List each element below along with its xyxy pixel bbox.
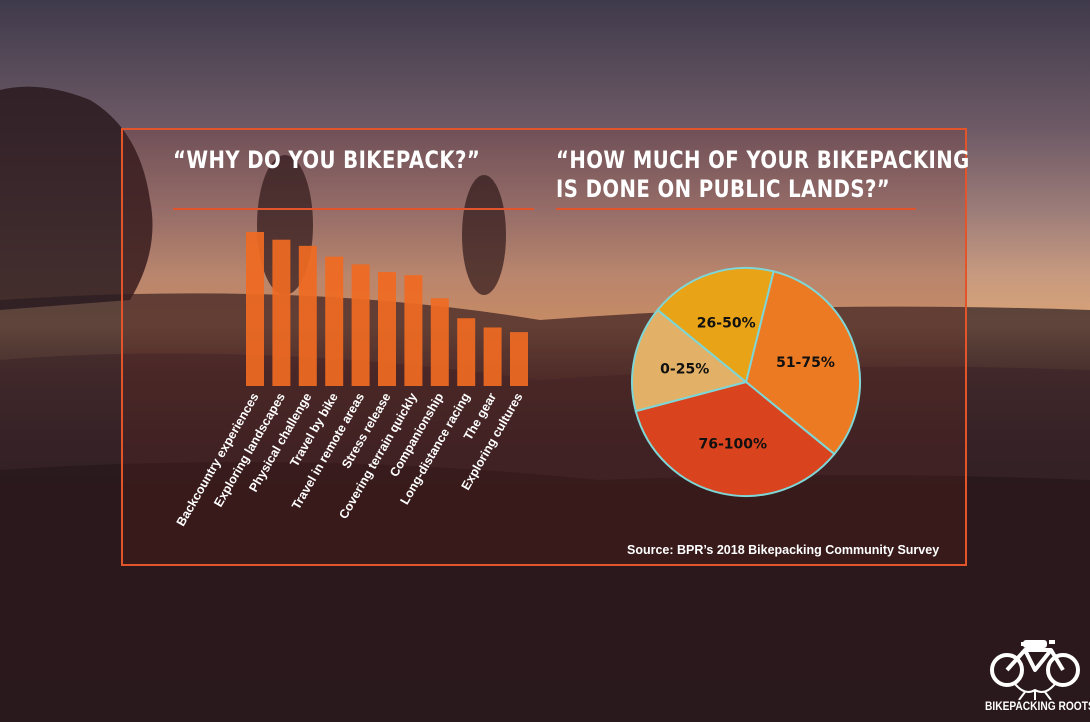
pie-label-1: 76-100%	[698, 436, 767, 452]
bar-0	[246, 232, 264, 386]
source-note: Source: BPR’s 2018 Bikepacking Community…	[627, 543, 940, 557]
bar-8	[457, 318, 476, 386]
pie-label-2: 0-25%	[660, 362, 709, 378]
pie-slice-2	[631, 308, 749, 413]
bar-title-rule	[173, 208, 534, 210]
logo-text: BIKEPACKING ROOTS	[985, 699, 1090, 713]
bar-4	[351, 264, 370, 386]
pie-title-rule	[556, 208, 916, 210]
bar-3	[325, 256, 344, 386]
pie-label-3: 26-50%	[697, 316, 756, 332]
bar-1	[272, 239, 291, 386]
bar-5	[378, 272, 396, 386]
pie-label-0: 51-75%	[776, 355, 835, 371]
pie-chart-title-line1: “HOW MUCH OF YOUR BIKEPACKING	[556, 146, 970, 174]
pie-slice-1	[634, 380, 836, 497]
bar-2	[298, 245, 317, 386]
pie-slice-0	[744, 270, 861, 456]
bikepacking-roots-logo	[985, 632, 1085, 717]
bar-chart-title: “WHY DO YOU BIKEPACK?”	[173, 146, 481, 174]
pie-slice-3	[656, 267, 775, 384]
bar-7	[430, 298, 449, 386]
bike-icon	[990, 640, 1080, 701]
bar-6	[404, 275, 423, 386]
bar-9	[483, 327, 502, 386]
bar-10	[510, 332, 528, 386]
pie-chart-title-line2: IS DONE ON PUBLIC LANDS?”	[556, 175, 891, 203]
